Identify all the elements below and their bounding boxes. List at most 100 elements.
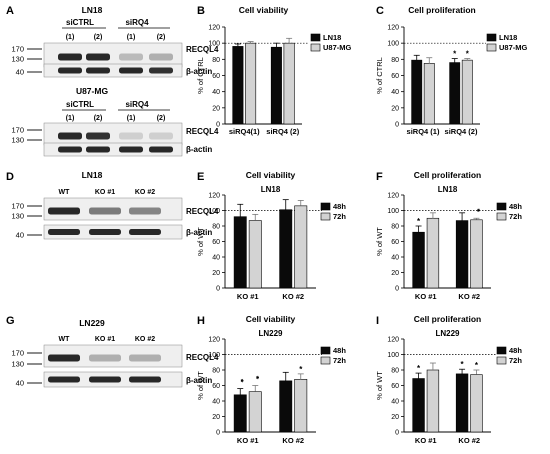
legend-label: 72h (333, 356, 346, 365)
blot-band (86, 67, 110, 74)
panel-label: C (376, 5, 384, 17)
y-tick-label: 40 (212, 255, 220, 262)
x-category-label: siRQ4 (2) (266, 127, 299, 136)
y-tick-label: 20 (391, 414, 399, 421)
bar-chart-E: E Cell viability LN18 0 20 40 60 80 100 120 % of W… (196, 170, 346, 301)
panel-label: A (6, 5, 14, 17)
x-category-label: KO #2 (282, 436, 304, 445)
mw-marker-label: 130 (11, 212, 24, 221)
legend-swatch (310, 33, 321, 42)
chart-title: Cell viability (246, 314, 296, 324)
blot-band (119, 132, 143, 140)
y-tick-label: 60 (391, 73, 399, 80)
blot-band (129, 229, 161, 235)
legend-label: U87-MG (499, 43, 528, 52)
legend-label: 72h (509, 212, 522, 221)
blot-band (149, 146, 173, 153)
protein-label: RECQL4 (186, 353, 219, 362)
y-tick-label: 0 (395, 122, 399, 129)
legend-swatch (320, 356, 331, 365)
lane-label: (2) (157, 115, 166, 122)
y-tick-label: 120 (208, 25, 220, 32)
lane-label: WT (59, 189, 71, 196)
y-tick-label: 80 (212, 224, 220, 231)
bar-U87-MG-siRQ4(1) (245, 42, 257, 125)
blot-band (58, 146, 82, 153)
legend-swatch (496, 212, 507, 221)
significance-marker: * (461, 360, 465, 369)
y-axis-label: % of WT (196, 227, 205, 256)
protein-label: RECQL4 (186, 127, 219, 136)
panel-label: D (6, 171, 14, 183)
bar-U87-MG-siRQ4 (1) (423, 63, 435, 125)
legend-label: 48h (333, 346, 346, 355)
lane-label: WT (59, 336, 71, 343)
blot-band (149, 67, 173, 74)
y-tick-label: 120 (208, 337, 220, 344)
y-axis-label: % of CTRL (375, 57, 384, 94)
legend-swatch (320, 346, 331, 355)
mw-marker-label: 130 (11, 55, 24, 64)
blot-band (86, 146, 110, 153)
lane-label: KO #1 (95, 336, 115, 343)
panel-label: E (197, 171, 204, 183)
blot-cell-line-title: LN18 (82, 170, 103, 180)
legend-swatch (496, 356, 507, 365)
bar-48h-KO #2 (279, 380, 293, 433)
legend-swatch (496, 346, 507, 355)
panel-label: H (197, 315, 205, 327)
x-category-label: KO #2 (282, 292, 304, 301)
y-axis-label: % of WT (196, 371, 205, 400)
legend-swatch (320, 202, 331, 211)
protein-label: β-actin (186, 145, 212, 154)
bar-72h-KO #1 (426, 369, 440, 433)
bar-48h-KO #1 (412, 231, 425, 289)
blot-band (58, 67, 82, 74)
bar-48h-KO #1 (233, 394, 247, 433)
y-axis-label: % of WT (375, 371, 384, 400)
lane-label: KO #2 (135, 189, 155, 196)
y-tick-label: 120 (208, 193, 220, 200)
chart-subtitle: LN229 (435, 329, 460, 338)
bar-chart-I: I Cell proliferation LN229 0 20 40 60 80 100 120%… (375, 314, 522, 445)
x-category-label: KO #2 (458, 292, 480, 301)
y-tick-label: 0 (395, 430, 399, 437)
chart-title: Cell viability (246, 170, 296, 180)
y-tick-label: 60 (391, 383, 399, 390)
bar-LN18-siRQ4 (1) (411, 59, 423, 125)
bar-48h-KO #2 (279, 209, 293, 289)
blot-band (89, 354, 121, 362)
mw-marker-label: 170 (11, 349, 24, 358)
bar-chart-B: B Cell viability 0 20 40 60 80 100 120 % of CTRL s… (196, 5, 352, 136)
legend-label: LN18 (499, 33, 517, 42)
bar-chart-H: H Cell viability LN229 0 20 40 60 80 100 120 % of … (196, 314, 346, 445)
bar-48h-KO #1 (412, 378, 425, 433)
blot-group-header: siRQ4 (125, 18, 149, 27)
bar-48h-KO #1 (233, 216, 247, 289)
y-tick-label: 60 (212, 239, 220, 246)
chart-subtitle: LN229 (258, 329, 283, 338)
blot-cell-line-title: U87-MG (76, 86, 109, 96)
y-tick-label: 0 (395, 286, 399, 293)
legend-swatch (310, 43, 321, 52)
bar-chart-C: C Cell proliferation 0 20 40 60 80 100 120 % of C… (375, 5, 528, 136)
bar-LN18-siRQ4(1) (232, 46, 244, 125)
y-tick-label: 100 (387, 352, 399, 359)
western-blot-A1: A LN18 siCTRL siRQ4 (1) (2) (1) (2) RECQL4 β-acti… (6, 5, 219, 78)
bar-LN18-siRQ4 (2) (449, 62, 461, 125)
y-tick-label: 0 (216, 122, 220, 129)
blot-strip (43, 344, 183, 368)
legend-label: LN18 (323, 33, 341, 42)
lane-label: (1) (66, 115, 75, 122)
bar-72h-KO #2 (470, 374, 483, 433)
y-tick-label: 20 (391, 270, 399, 277)
y-tick-label: 80 (212, 57, 220, 64)
chart-title: Cell viability (239, 5, 289, 15)
bar-72h-KO #2 (294, 378, 308, 433)
y-tick-label: 80 (391, 57, 399, 64)
y-tick-label: 120 (387, 193, 399, 200)
x-category-label: siRQ4 (1) (407, 127, 440, 136)
y-tick-label: 100 (208, 352, 220, 359)
